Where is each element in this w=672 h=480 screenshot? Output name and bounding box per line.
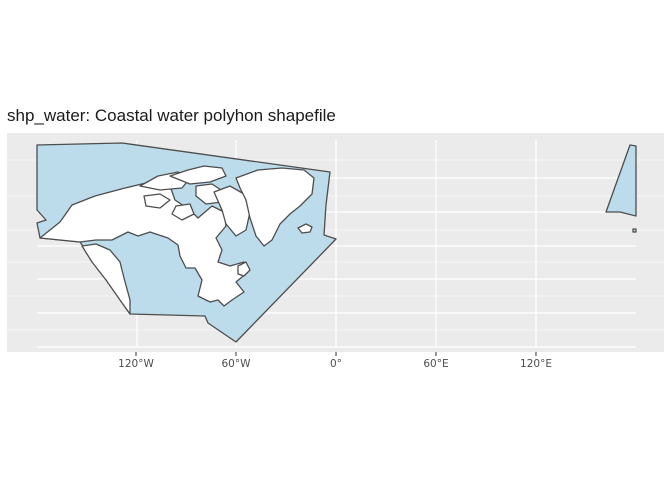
x-tick-label: 60°E: [423, 358, 448, 370]
plot-title: shp_water: Coastal water polyhon shapefi…: [7, 106, 336, 125]
x-tick-label: 60°W: [222, 358, 252, 370]
land-iceland: [297, 223, 313, 234]
x-tick-label: 0°: [330, 358, 342, 370]
land-west-coast: [81, 243, 131, 315]
x-tick-label: 120°E: [520, 358, 552, 370]
water-polygon-bering: [605, 144, 637, 217]
land-masses: [39, 165, 315, 315]
water-polygon-small: [632, 228, 637, 233]
land-arctic-island: [143, 193, 171, 209]
land-greenland: [235, 167, 315, 247]
x-tick-label: 120°W: [118, 358, 154, 370]
land-north-america: [39, 181, 249, 307]
land-newfoundland: [237, 261, 251, 277]
land-baffin-island: [213, 185, 251, 237]
x-axis: 120°W 60°W 0° 60°E 120°E: [118, 352, 552, 370]
land-arctic-island: [169, 165, 227, 185]
land-arctic-island: [171, 203, 195, 221]
